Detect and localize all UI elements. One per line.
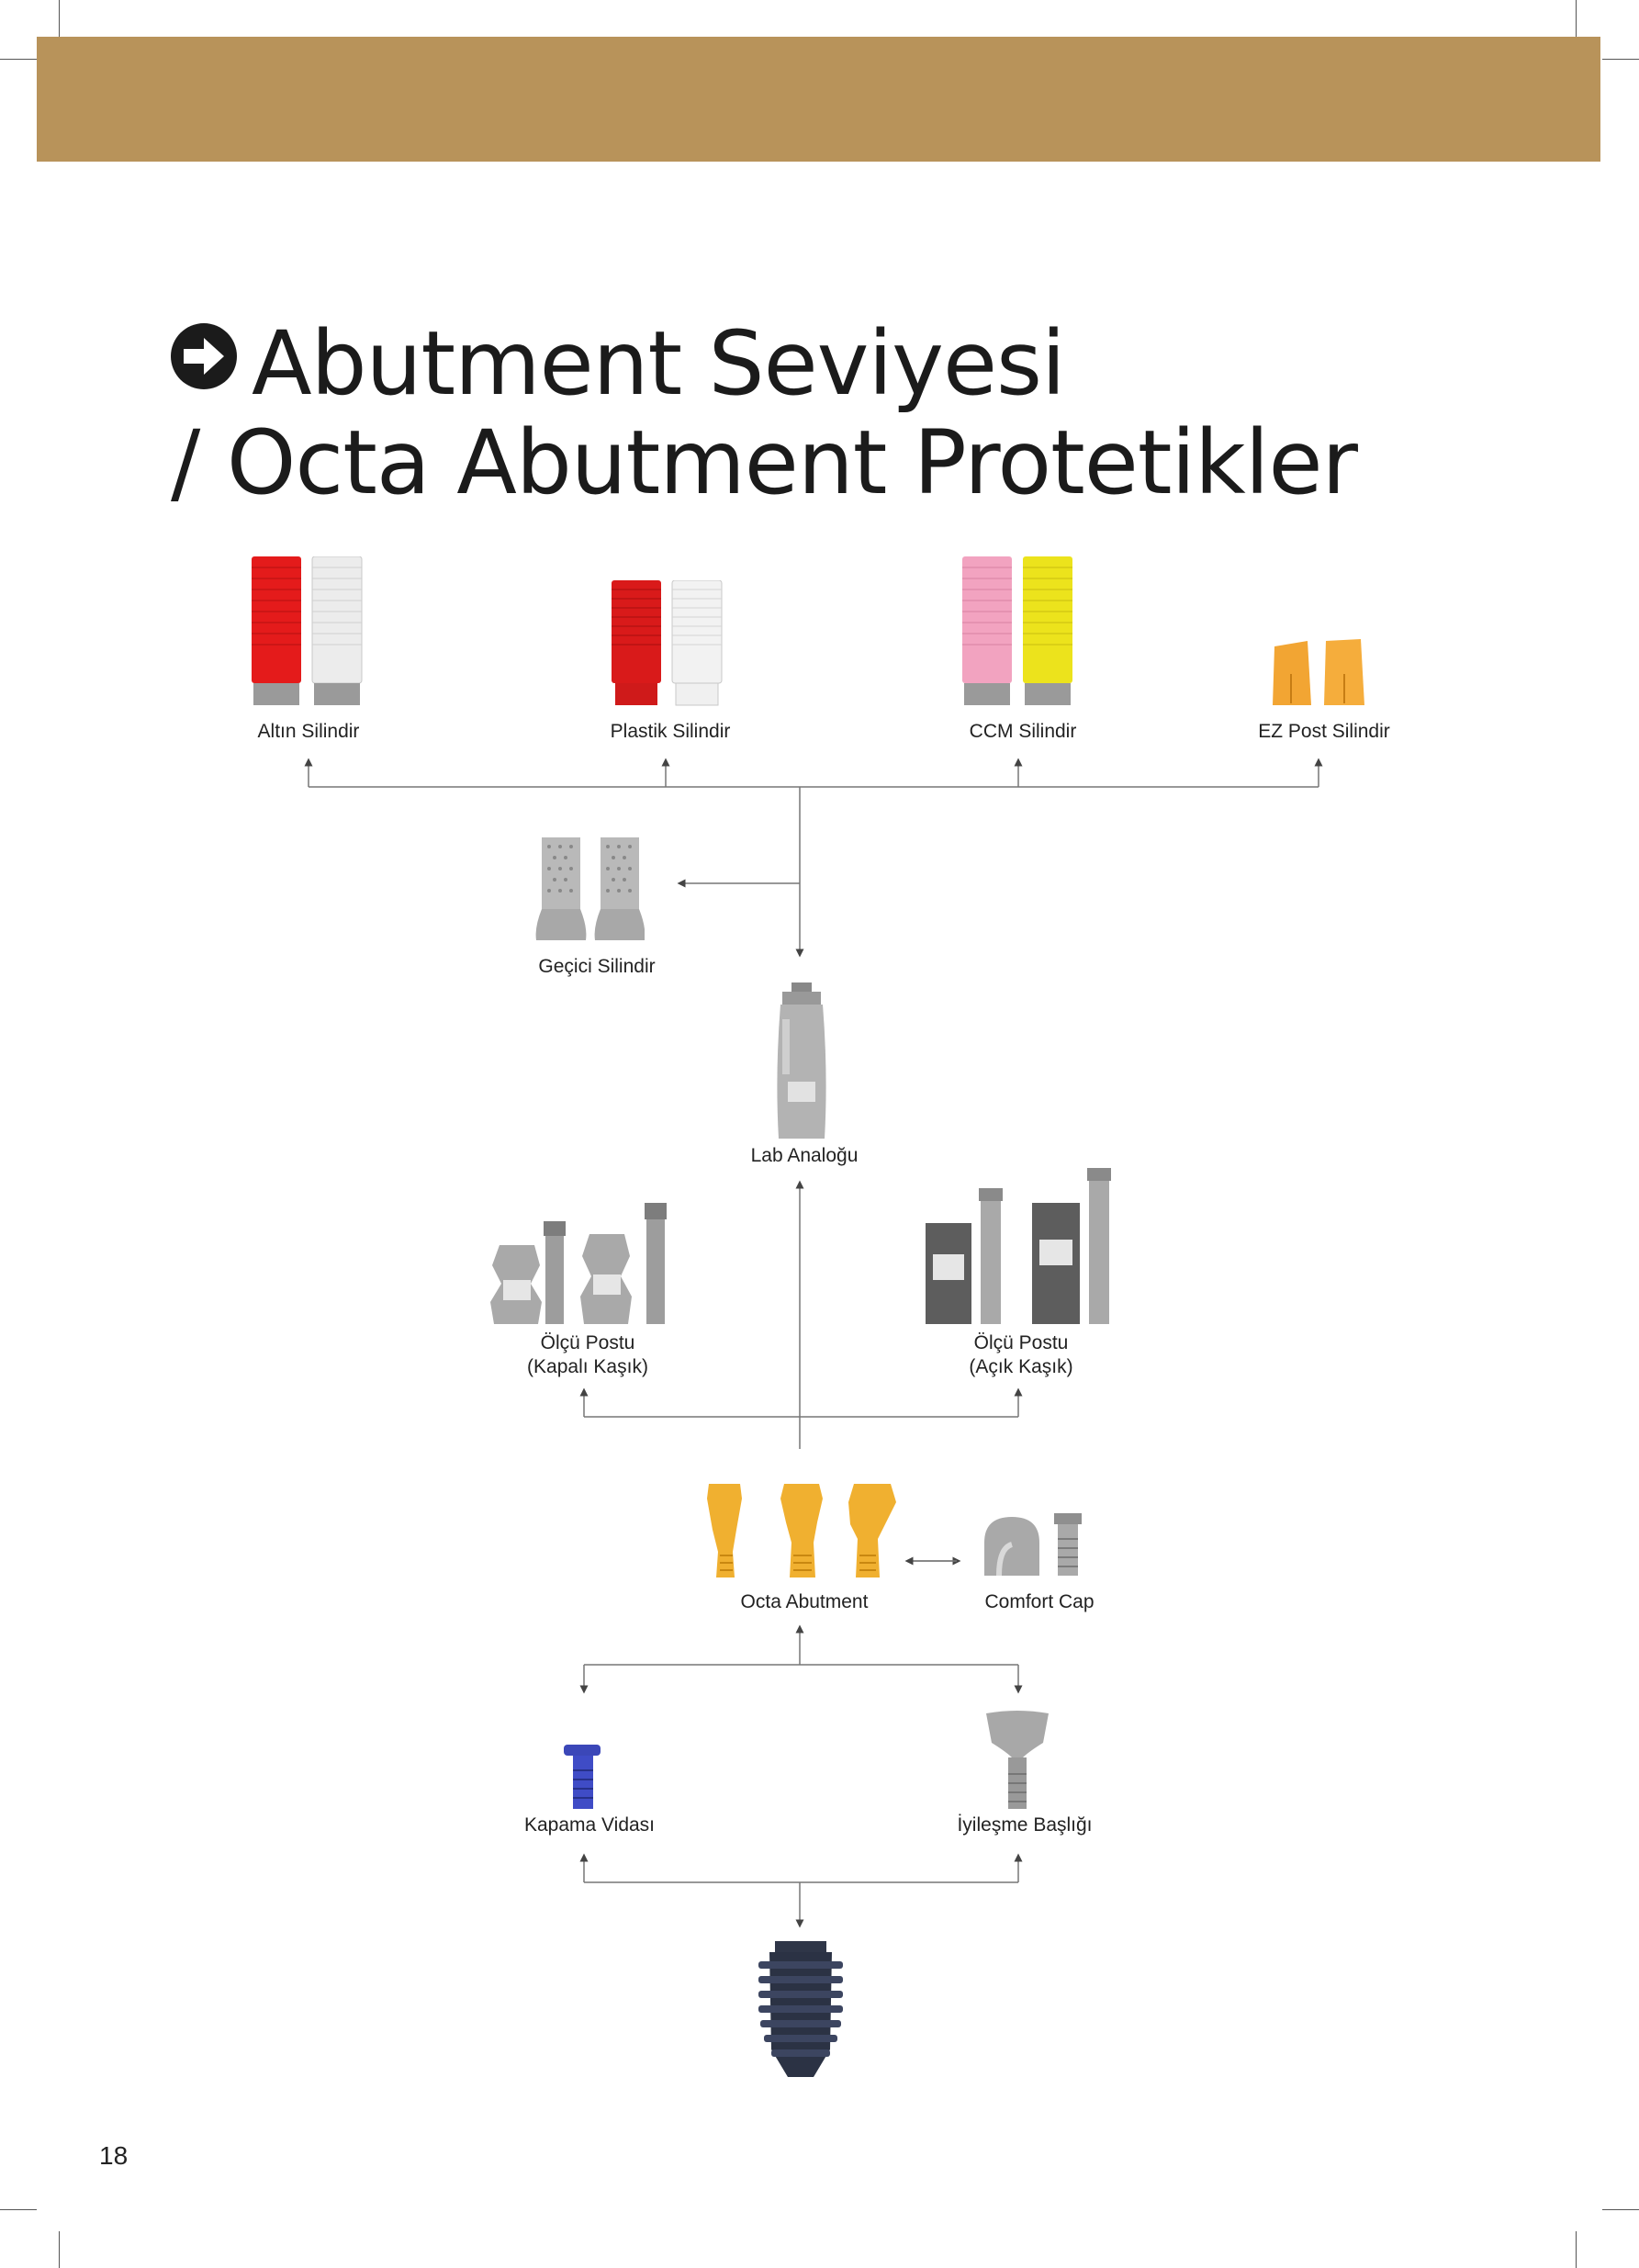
comfort-cap-image [984,1513,1082,1577]
label-octa-abutment: Octa Abutment [740,1591,869,1612]
ccm-silindir-image [962,556,1072,705]
kapama-vidasi-image [564,1745,601,1809]
crop-mark [59,2231,60,2268]
implant-image [758,1941,843,2077]
label-ccm-silindir: CCM Silindir [969,721,1077,742]
arrow-right-circle-icon [171,323,237,389]
iyilesme-basligi-image [986,1711,1049,1809]
ez-post-silindir-image [1273,639,1364,705]
crop-mark [1602,59,1639,60]
label-altin-silindir: Altın Silindir [257,721,360,742]
header-band [37,37,1600,162]
label-kapama-vidasi: Kapama Vidası [523,1814,656,1836]
label-olcu-acik-line2: (Açık Kaşık) [969,1356,1073,1377]
label-gecici-silindir: Geçici Silindir [538,956,656,977]
label-olcu-kapali-line2: (Kapalı Kaşık) [527,1356,648,1377]
crop-mark [0,2209,37,2210]
olcu-postu-kapali-image [490,1203,667,1324]
label-lab-analogu: Lab Analoğu [750,1145,859,1166]
altin-silindir-image [252,556,363,705]
label-iyilesme-basligi: İyileşme Başlığı [957,1814,1093,1836]
label-plastik-silindir: Plastik Silindir [610,721,731,742]
title-line-2: / Octa Abutment Protetikler [171,411,1358,514]
title-line-1: Abutment Seviyesi [252,312,1066,415]
crop-mark [0,59,37,60]
plastik-silindir-image [612,580,723,706]
page-title: Abutment Seviyesi / Octa Abutment Protet… [171,312,1358,514]
page-number: 18 [99,2141,129,2170]
gecici-silindir-image [535,837,645,940]
crop-mark [59,0,60,37]
label-olcu-kapali-line1: Ölçü Postu [540,1332,635,1353]
crop-mark [1602,2209,1639,2210]
crop-mark [1576,2231,1577,2268]
label-olcu-acik-line1: Ölçü Postu [973,1332,1069,1353]
label-ez-post-silindir: EZ Post Silindir [1258,721,1390,742]
crop-mark [1576,0,1577,37]
olcu-postu-acik-image [926,1168,1111,1324]
lab-analogu-image [777,982,826,1139]
octa-abutment-image [707,1484,896,1577]
label-comfort-cap: Comfort Cap [984,1591,1095,1612]
